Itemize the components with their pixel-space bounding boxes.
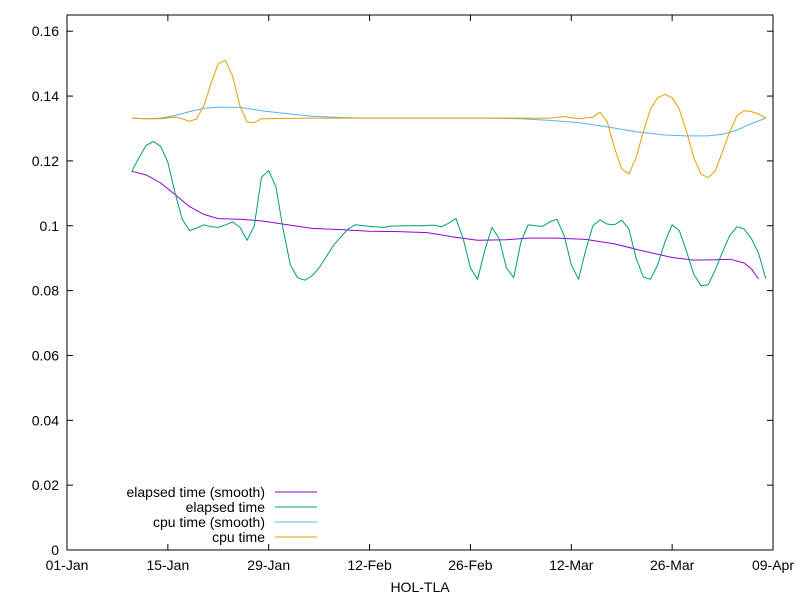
legend-label: cpu time (smooth) <box>153 514 265 530</box>
y-tick-label: 0.1 <box>40 218 60 234</box>
y-tick-label: 0.12 <box>32 153 59 169</box>
x-tick-label: 12-Mar <box>549 557 594 573</box>
x-axis-label: HOL-TLA <box>390 579 450 595</box>
series-line-elapsed-time <box>131 141 767 287</box>
x-tick-label: 26-Feb <box>448 557 493 573</box>
legend-label: elapsed time (smooth) <box>126 484 265 500</box>
y-tick-label: 0.16 <box>32 23 59 39</box>
series-line-cpu-time <box>131 59 767 179</box>
y-tick-label: 0 <box>51 542 59 558</box>
legend-label: cpu time <box>212 529 265 545</box>
y-tick-label: 0.08 <box>32 283 59 299</box>
x-tick-label: 12-Feb <box>347 557 392 573</box>
x-tick-label: 26-Mar <box>650 557 695 573</box>
series-layer <box>131 59 767 287</box>
x-tick-label: 01-Jan <box>46 557 89 573</box>
x-tick-label: 15-Jan <box>146 557 189 573</box>
x-tick-label: 29-Jan <box>247 557 290 573</box>
x-tick-label: 09-Apr <box>752 557 794 573</box>
axis-layer: 0 0.02 0.04 0.06 0.08 0.1 0.12 0.14 0.16 01-Jan 15… <box>32 15 794 573</box>
y-tick-label: 0.02 <box>32 477 59 493</box>
y-tick-label: 0.06 <box>32 347 59 363</box>
plot-frame <box>66 14 774 551</box>
legend-label: elapsed time <box>186 499 266 515</box>
y-tick-label: 0.14 <box>32 88 59 104</box>
series-line-elapsed-time-smooth <box>131 170 760 280</box>
y-tick-label: 0.04 <box>32 412 59 428</box>
